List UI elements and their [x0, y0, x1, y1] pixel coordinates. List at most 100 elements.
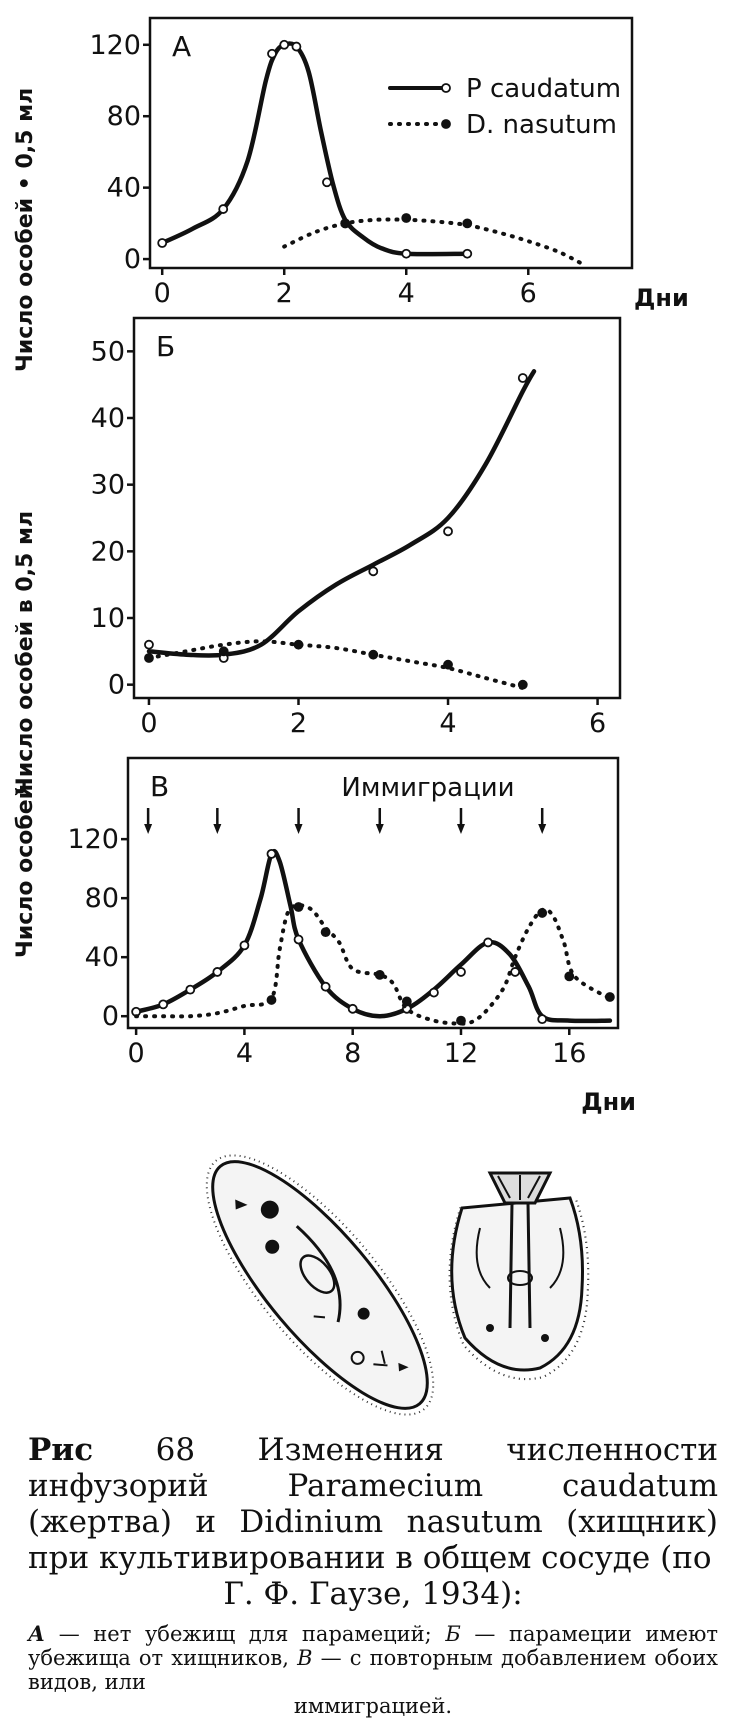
x-tick-label: 0	[154, 278, 171, 309]
x-tick-label: 4	[439, 708, 456, 739]
ylabel-middle: Число особей в 0,5 мл	[13, 511, 38, 795]
data-point-p-caudatum	[510, 967, 521, 977]
immigration-arrow	[294, 808, 303, 834]
data-point-p-caudatum	[322, 177, 332, 188]
y-tick-label: 40	[85, 942, 119, 973]
panel-label: А	[172, 30, 191, 63]
legend-label-d-nasutum: D. nasutum	[466, 110, 617, 140]
panel-a-chart: 0 2 4 6 0 40 80 120 А Дни P caudatum D. nasutum	[89, 16, 689, 312]
data-point-d-nasutum	[564, 971, 575, 982]
data-point-p-caudatum	[456, 967, 466, 977]
series-line-d-nasutum	[147, 639, 525, 690]
legend-label-p-caudatum: P caudatum	[466, 74, 621, 104]
data-point-d-nasutum	[456, 1015, 466, 1026]
x-axis-label: Дни	[634, 284, 689, 312]
immigration-arrow	[213, 808, 222, 834]
x-tick-label: 0	[140, 708, 157, 739]
y-tick-label: 80	[107, 101, 141, 132]
data-point-d-nasutum	[266, 995, 277, 1005]
x-tick-label: 4	[398, 278, 415, 309]
data-point-p-caudatum	[218, 204, 229, 214]
panel-b-chart: 0 2 4 6 0 10 20 30 40 50 Б	[91, 316, 622, 739]
data-point-p-caudatum	[401, 248, 412, 259]
data-point-d-nasutum	[374, 969, 385, 980]
caption-main-last: Г. Ф. Гаузе, 1934):	[223, 1576, 523, 1612]
data-point-p-caudatum	[517, 373, 528, 383]
x-axis-label: Дни	[581, 1088, 636, 1116]
data-point-p-caudatum	[212, 967, 223, 977]
caption-main-text: 68 Изменения численности инфузорий Param…	[28, 1432, 718, 1576]
data-point-d-nasutum	[443, 659, 453, 670]
x-tick-label: 6	[520, 278, 537, 309]
series-line-d-nasutum	[282, 217, 586, 267]
immigration-arrow	[538, 808, 547, 834]
panel-label: Б	[156, 330, 175, 363]
y-tick-label: 40	[91, 403, 125, 434]
y-tick-label: 0	[108, 670, 125, 701]
immigration-arrow-head	[538, 824, 547, 834]
data-point-d-nasutum	[340, 218, 351, 229]
data-point-p-caudatum	[267, 48, 277, 59]
data-point-p-caudatum	[158, 999, 169, 1010]
immigration-arrow-head	[213, 824, 222, 834]
caption-legend: А — нет убежищ для парамеций; Б — параме…	[28, 1621, 719, 1719]
x-tick-label: 0	[128, 1038, 145, 1069]
y-tick-label: 0	[124, 244, 141, 275]
data-point-p-caudatum	[537, 1014, 548, 1025]
data-point-d-nasutum	[401, 213, 412, 223]
data-point-d-nasutum	[517, 679, 528, 690]
data-point-p-caudatum	[185, 984, 196, 995]
x-tick-label: 12	[444, 1038, 478, 1069]
x-tick-label: 16	[552, 1038, 586, 1069]
plot-frame	[148, 16, 634, 270]
immigration-annotation: Иммиграции	[341, 773, 514, 803]
immigration-arrow	[375, 808, 384, 834]
plot-frame	[126, 756, 620, 1030]
data-point-p-caudatum	[483, 937, 493, 948]
data-point-p-caudatum	[144, 639, 154, 650]
immigration-arrow-head	[144, 824, 153, 834]
data-point-p-caudatum	[291, 41, 302, 52]
data-point-d-nasutum	[320, 927, 331, 937]
data-point-d-nasutum	[604, 992, 615, 1002]
data-point-p-caudatum	[239, 940, 250, 951]
x-tick-label: 6	[589, 708, 606, 739]
series-line-p-caudatum	[133, 849, 613, 1024]
x-tick-label: 2	[290, 708, 307, 739]
data-point-p-caudatum	[462, 248, 473, 259]
didinium-illustration	[448, 1171, 590, 1381]
caption-b-text: — парамеции имеют убежища от хищников,	[28, 1622, 718, 1670]
series-line-d-nasutum	[134, 903, 612, 1026]
caption-fig-word: Рис	[28, 1432, 94, 1468]
caption-a-letter: А	[28, 1621, 46, 1646]
data-point-p-caudatum	[157, 238, 168, 248]
y-tick-label: 120	[89, 30, 141, 61]
data-point-d-nasutum	[293, 902, 304, 912]
y-tick-label: 40	[107, 173, 141, 204]
panel-label: В	[150, 770, 169, 803]
y-tick-label: 120	[67, 824, 119, 855]
y-tick-label: 80	[85, 883, 119, 914]
data-point-d-nasutum	[462, 218, 473, 229]
figure-caption: Рис 68 Изменения численности инфузорий P…	[28, 1432, 718, 1718]
data-point-d-nasutum	[537, 908, 548, 918]
data-point-p-caudatum	[347, 1003, 358, 1014]
series-line-p-caudatum	[159, 41, 470, 257]
y-tick-label: 50	[91, 336, 125, 367]
y-tick-label: 20	[91, 536, 125, 567]
y-tick-label: 30	[91, 470, 125, 501]
ylabel-bottom: Число особей	[13, 784, 38, 958]
paramecium-illustration	[205, 1154, 435, 1416]
immigration-arrow-head	[456, 824, 465, 834]
data-point-p-caudatum	[293, 934, 304, 945]
data-point-p-caudatum	[429, 987, 439, 998]
series-line-p-caudatum	[146, 369, 537, 658]
caption-main: Рис 68 Изменения численности инфузорий P…	[28, 1432, 718, 1612]
data-point-d-nasutum	[144, 653, 154, 663]
caption-last-line: иммиграцией.	[293, 1694, 453, 1718]
data-point-d-nasutum	[368, 649, 379, 660]
legend-marker-d-nasutum	[441, 119, 451, 129]
data-point-d-nasutum	[401, 996, 412, 1007]
data-point-d-nasutum	[218, 646, 229, 657]
caption-c-text: — с повторным добавлением обоих видов, и…	[28, 1646, 719, 1694]
